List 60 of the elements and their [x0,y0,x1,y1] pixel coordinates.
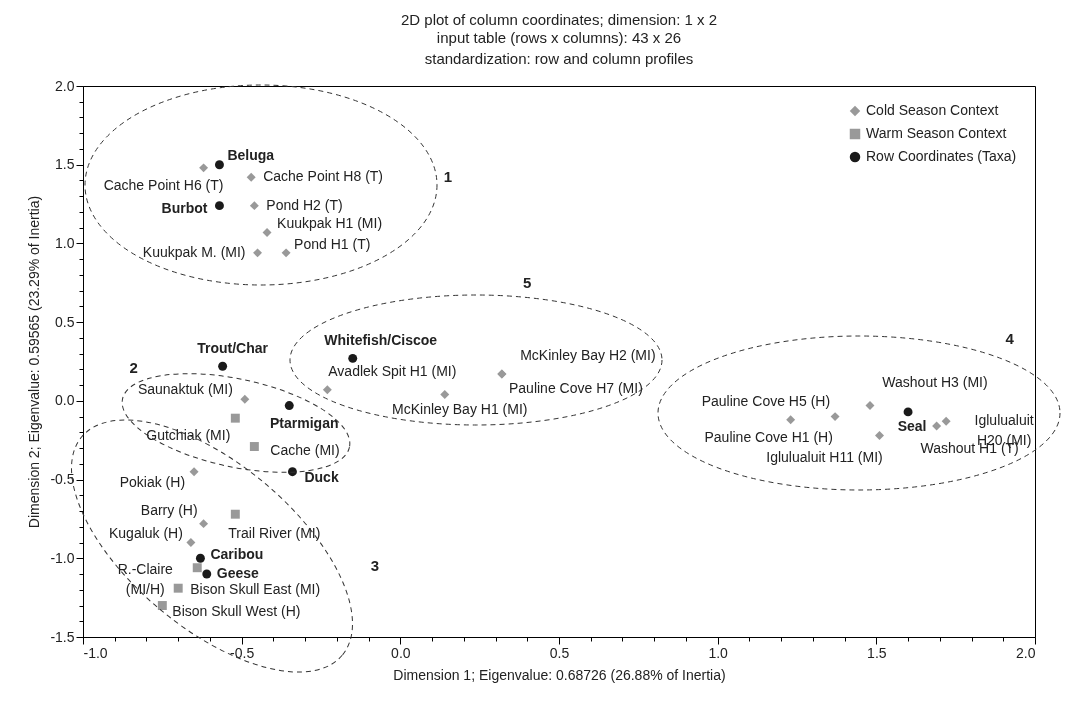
annotation: Cache Point H6 (T) [103,176,224,193]
annotation: Bison Skull West (H) [172,602,301,619]
x-tick-label: 1.0 [708,644,729,661]
annotation: Bison Skull East (MI) [190,581,321,598]
annotation: Beluga [227,146,275,163]
annotation: Washout H3 (MI) [882,373,988,390]
x-tick-label: -0.5 [230,644,255,661]
annotation: Barry (H) [140,501,198,518]
annotation: 3 [370,557,380,575]
annotation: Pauline Cove H7 (MI) [508,380,643,397]
x-tick-label: 0.5 [549,644,570,661]
legend-label: Warm Season Context [866,125,1007,141]
y-tick-label: 1.0 [55,234,75,251]
x-tick-label: 2.0 [1016,644,1036,661]
annotation: Duck [304,468,339,485]
y-tick-label: -1.0 [50,549,75,566]
x-axis-title: Dimension 1; Eigenvalue: 0.68726 (26.88% of Inertia) [393,666,726,683]
annotation: Geese [216,565,260,582]
x-tick-label: -1.0 [83,644,108,661]
annotation: Trout/Char [197,340,269,357]
annotation: Pauline Cove H5 (H) [701,392,831,409]
annotation: Cache Point H8 (T) [263,168,384,185]
annotation: Seal [897,417,927,434]
chart-title: 2D plot of column coordinates; dimension: 1 x 2 [400,11,718,28]
annotation: Cache (MI) [270,441,340,458]
annotation: Saunaktuk (MI) [137,381,233,398]
annotation: 2 [129,358,138,376]
annotation: 5 [523,273,532,291]
annotation: McKinley Bay H1 (MI) [392,400,528,417]
annotation: 4 [1005,330,1015,348]
annotation: Kugaluk (H) [108,524,183,541]
legend-label: Row Coordinates (Taxa) [866,148,1017,164]
chart-subtitle: input table (rows x columns): 43 x 26 standardization: row and column profiles [424,29,694,67]
annotation: 1 [443,168,453,186]
annotation: Gutchiak (MI) [146,427,231,444]
y-tick-label: 2.0 [55,77,75,94]
y-axis-title: Dimension 2; Eigenvalue: 0.59565 (23.29% of Inertia) [26,195,43,529]
y-tick-label: 0.5 [55,313,75,330]
annotation: Whitefish/Ciscoe [324,332,438,349]
annotation: Burbot [161,199,208,216]
annotation: Kuukpak H1 (MI) [277,215,383,232]
annotation: Avadlek Spit H1 (MI) [328,362,457,379]
legend-label: Cold Season Context [866,102,999,118]
y-tick-label: -1.5 [50,628,75,645]
y-tick-label: 1.5 [55,156,75,173]
annotation: McKinley Bay H2 (MI) [520,347,656,364]
annotation: Trail River (MI) [228,525,321,542]
annotation: R.-Claire (MI/H) [117,560,174,597]
annotation: Ptarmigan [270,414,339,431]
annotation: Caribou [210,546,264,563]
x-tick-label: 0.0 [391,644,411,661]
annotation: Pokiak (H) [119,473,186,490]
annotation: Kuukpak M. (MI) [142,243,246,260]
annotation: Iglulualuit H11 (MI) [766,449,883,466]
y-tick-label: 0.0 [55,392,75,409]
annotation: Pauline Cove H1 (H) [704,428,833,445]
annotation: Pond H1 (T) [294,235,371,252]
annotation: Pond H2 (T) [266,196,343,213]
y-tick-label: -0.5 [50,471,75,488]
x-tick-label: 1.5 [867,644,887,661]
